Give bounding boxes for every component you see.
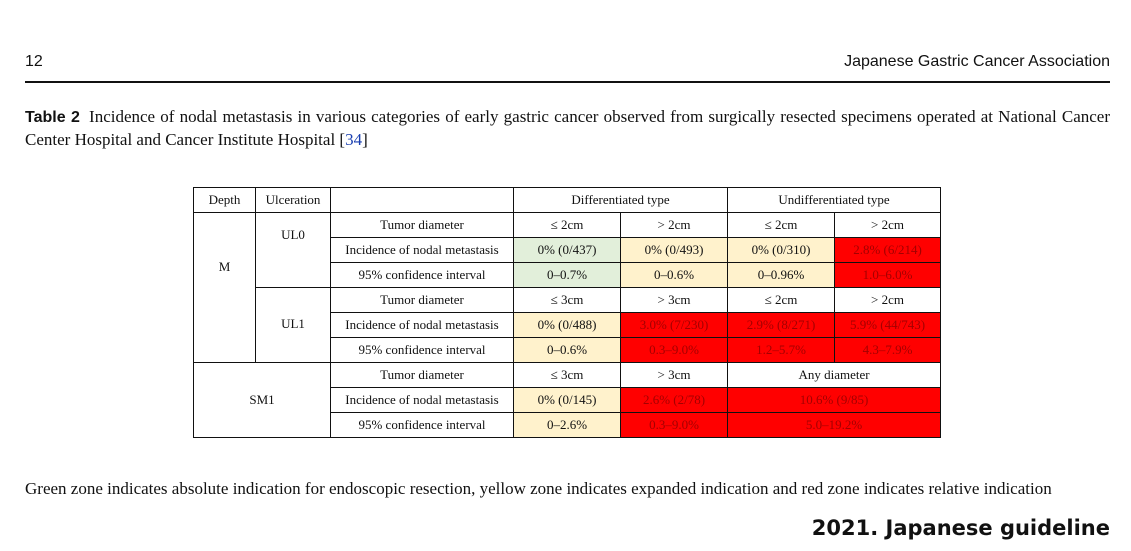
row-label: Incidence of nodal metastasis — [330, 387, 514, 413]
table-cell: ≤ 2cm — [727, 212, 835, 238]
table-cell: 5.9% (44/743) — [834, 312, 941, 338]
table-cell: 0–0.7% — [513, 262, 621, 288]
depth-cell-sm1: SM1 — [193, 362, 331, 438]
table-cell: 0–2.6% — [513, 412, 621, 438]
table-cell: 0% (0/437) — [513, 237, 621, 263]
table-cell: 1.0–6.0% — [834, 262, 941, 288]
row-label: 95% confidence interval — [330, 412, 514, 438]
table-cell: > 3cm — [620, 362, 728, 388]
table-cell: 0.3–9.0% — [620, 337, 728, 363]
table-cell: ≤ 2cm — [727, 287, 835, 313]
table-header-row: Depth Ulceration Differentiated type Und… — [193, 187, 941, 213]
table-cell: 0–0.6% — [620, 262, 728, 288]
guideline-watermark: 2021. Japanese guideline — [811, 516, 1110, 540]
citation-link[interactable]: 34 — [345, 130, 363, 149]
table-cell: 0.3–9.0% — [620, 412, 728, 438]
table-cell: > 2cm — [834, 287, 941, 313]
table-row: Incidence of nodal metastasis 0% (0/437)… — [194, 237, 941, 263]
header-differentiated: Differentiated type — [513, 187, 728, 213]
table-cell: Any diameter — [727, 362, 941, 388]
page-header: 12 Japanese Gastric Cancer Association — [25, 52, 1110, 83]
row-label: Tumor diameter — [330, 362, 514, 388]
nodal-metastasis-table: Depth Ulceration Differentiated type Und… — [193, 187, 941, 438]
table-row: Incidence of nodal metastasis 0% (0/488)… — [194, 312, 941, 338]
table-row: SM1 Tumor diameter ≤ 3cm > 3cm Any diame… — [193, 362, 941, 438]
table-cell: > 3cm — [620, 287, 728, 313]
table-cell: ≤ 3cm — [513, 287, 621, 313]
table-cell: 0% (0/310) — [727, 237, 835, 263]
ulceration-cell-ul1: UL1 — [255, 287, 331, 363]
table-cell: 10.6% (9/85) — [727, 387, 941, 413]
caption-close: ] — [362, 130, 368, 149]
table-cell: > 2cm — [834, 212, 941, 238]
caption-label: Table 2 — [25, 109, 80, 126]
table-row: 95% confidence interval 0–0.6% 0.3–9.0% … — [194, 337, 941, 363]
table-row: M UL0 Tumor diameter ≤ 2cm > 2cm ≤ 2cm >… — [193, 212, 941, 363]
zone-footnote: Green zone indicates absolute indication… — [25, 479, 1052, 498]
table-cell: 0% (0/488) — [513, 312, 621, 338]
table-row: UL1 Tumor diameter ≤ 3cm > 3cm ≤ 2cm > 2… — [194, 287, 941, 363]
page-number: 12 — [25, 53, 43, 70]
row-label: Incidence of nodal metastasis — [330, 237, 514, 263]
table-cell: 2.8% (6/214) — [834, 237, 941, 263]
journal-name: Japanese Gastric Cancer Association — [844, 53, 1110, 70]
caption-text: Incidence of nodal metastasis in various… — [25, 107, 1110, 149]
table-cell: 0% (0/145) — [513, 387, 621, 413]
table-cell: 0–0.96% — [727, 262, 835, 288]
ulceration-cell-ul0: UL0 — [255, 212, 331, 288]
table-cell: 5.0–19.2% — [727, 412, 941, 438]
row-label: Incidence of nodal metastasis — [330, 312, 514, 338]
table-cell: 2.9% (8/271) — [727, 312, 835, 338]
header-blank — [330, 187, 514, 213]
row-label: Tumor diameter — [330, 212, 514, 238]
row-label: 95% confidence interval — [330, 262, 514, 288]
table-cell: 3.0% (7/230) — [620, 312, 728, 338]
depth-cell-m: M — [193, 212, 256, 363]
table-cell: 0% (0/493) — [620, 237, 728, 263]
table-caption: Table 2 Incidence of nodal metastasis in… — [25, 106, 1110, 151]
table-cell: 1.2–5.7% — [727, 337, 835, 363]
row-label: Tumor diameter — [330, 287, 514, 313]
table-cell: 2.6% (2/78) — [620, 387, 728, 413]
table-cell: ≤ 2cm — [513, 212, 621, 238]
table-row: 95% confidence interval 0–2.6% 0.3–9.0% … — [194, 412, 941, 438]
header-ulceration: Ulceration — [255, 187, 331, 213]
table-row: 95% confidence interval 0–0.7% 0–0.6% 0–… — [194, 262, 941, 288]
row-label: 95% confidence interval — [330, 337, 514, 363]
table-cell: 0–0.6% — [513, 337, 621, 363]
table-cell: 4.3–7.9% — [834, 337, 941, 363]
table-cell: ≤ 3cm — [513, 362, 621, 388]
header-undifferentiated: Undifferentiated type — [727, 187, 941, 213]
table-cell: > 2cm — [620, 212, 728, 238]
header-depth: Depth — [193, 187, 256, 213]
